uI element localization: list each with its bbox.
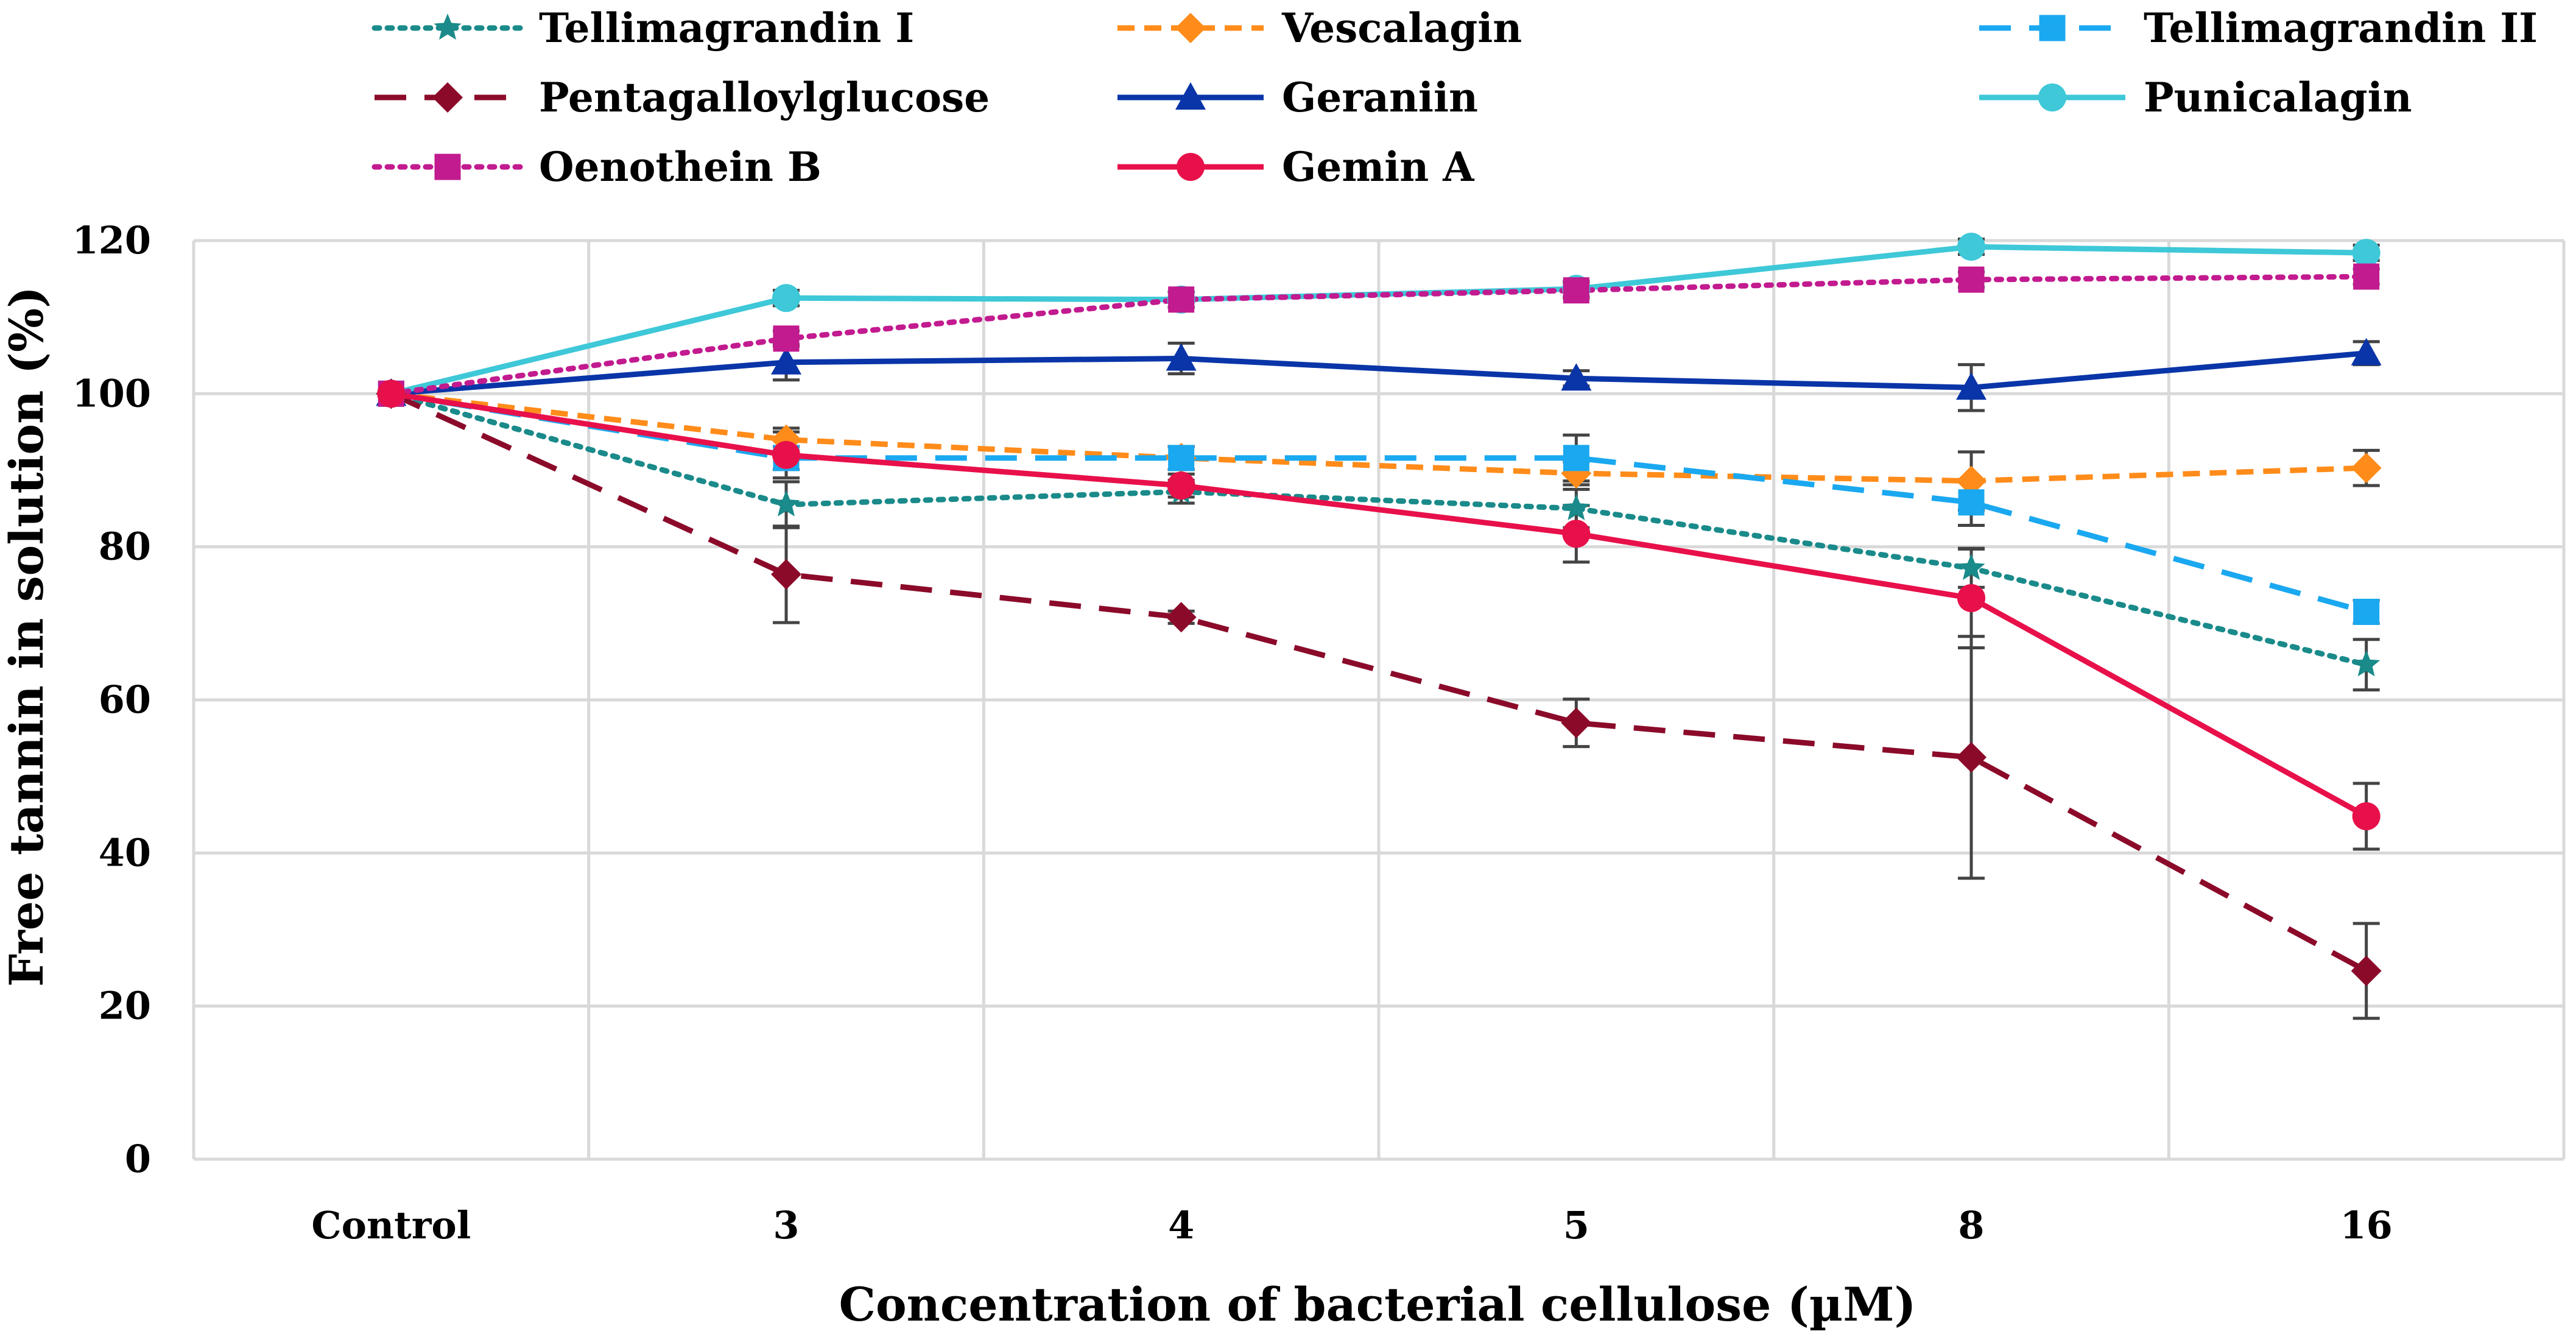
legend-label-pentagalloylglucose: Pentagalloylglucose (539, 74, 990, 121)
data-point-punicalagin (772, 284, 800, 312)
y-tick-label: 120 (72, 218, 151, 263)
data-point-pentagalloylglucose (771, 559, 801, 590)
axes: 0 20 40 60 80 100 120 Control 3 4 5 8 16 (72, 218, 2393, 1248)
data-point-gemin-a (772, 440, 800, 469)
data-point-tellimagrandin-ii (2353, 598, 2380, 625)
data-point-oenothein-b (1563, 277, 1589, 304)
y-tick-label: 60 (99, 677, 151, 722)
series-line-geraniin (390, 350, 2367, 397)
data-point-geraniin (1561, 363, 1592, 391)
series-line-tellimagrandin-i (388, 390, 2370, 668)
x-tick-label: Control (311, 1203, 471, 1248)
legend-marker-tellimagrandin-i (434, 13, 462, 40)
series-line-oenothein-b (388, 274, 2370, 397)
series-line-punicalagin (390, 244, 2367, 397)
data-point-tellimagrandin-i (1957, 554, 1985, 581)
error-bars (773, 237, 2380, 1020)
data-point-gemin-a (377, 379, 406, 408)
data-point-vescalagin (1956, 465, 1987, 496)
x-axis-title: Concentration of bacterial cellulose (µM… (839, 1277, 1916, 1332)
legend-label-oenothein-b: Oenothein B (539, 143, 822, 191)
legend-label-tellimagrandin-i: Tellimagrandin I (539, 4, 914, 52)
data-point-tellimagrandin-ii (1563, 445, 1589, 471)
x-tick-label: 16 (2340, 1203, 2393, 1248)
data-point-oenothein-b (1958, 266, 1985, 293)
data-point-pentagalloylglucose (2351, 955, 2382, 986)
legend-marker-tellimagrandin-ii (2039, 15, 2066, 41)
legend-label-punicalagin: Punicalagin (2144, 74, 2412, 121)
legend-marker-pentagalloylglucose (432, 82, 463, 113)
data-point-pentagalloylglucose (1561, 707, 1592, 738)
legend-marker-oenothein-b (434, 154, 461, 180)
data-point-punicalagin (2352, 239, 2381, 267)
data-point-oenothein-b (773, 325, 800, 352)
legend-marker-punicalagin (2038, 83, 2066, 111)
data-point-oenothein-b (1168, 286, 1195, 313)
legend-label-gemin-a: Gemin A (1282, 143, 1474, 191)
data-point-gemin-a (1562, 520, 1591, 548)
legend-marker-vescalagin (1175, 13, 1206, 43)
data-point-pentagalloylglucose (1956, 742, 1987, 773)
data-point-tellimagrandin-i (2353, 650, 2381, 677)
x-tick-label: 8 (1958, 1203, 1984, 1248)
data-point-tellimagrandin-i (1562, 494, 1590, 520)
data-point-punicalagin (1957, 233, 1985, 261)
legend: Tellimagrandin I Vescalagin Tellimagrandin… (371, 4, 2538, 191)
legend-label-vescalagin: Vescalagin (1281, 4, 1522, 52)
data-point-oenothein-b (2353, 263, 2380, 290)
data-point-vescalagin (2351, 453, 2382, 484)
series-markers (376, 233, 2382, 986)
data-point-tellimagrandin-ii (1958, 489, 1985, 516)
data-point-pentagalloylglucose (1166, 602, 1197, 633)
data-point-gemin-a (1957, 584, 1985, 612)
y-tick-label: 80 (99, 524, 151, 569)
legend-marker-geraniin (1175, 82, 1206, 110)
legend-label-tellimagrandin-ii: Tellimagrandin II (2144, 4, 2538, 52)
series-lines (388, 244, 2370, 973)
y-tick-label: 100 (72, 371, 151, 415)
legend-label-geraniin: Geraniin (1282, 74, 1478, 121)
y-tick-label: 40 (99, 830, 151, 875)
series-line-tellimagrandin-ii (390, 390, 2367, 615)
data-point-geraniin (771, 347, 801, 375)
data-point-gemin-a (1167, 471, 1195, 500)
y-tick-label: 20 (99, 984, 151, 1028)
data-point-tellimagrandin-ii (1168, 445, 1195, 471)
data-point-geraniin (1956, 372, 1987, 400)
x-tick-label: 4 (1168, 1203, 1194, 1248)
grid-lines (192, 239, 2566, 1161)
data-point-tellimagrandin-i (772, 490, 800, 517)
data-point-gemin-a (2352, 802, 2381, 831)
series-line-gemin-a (390, 390, 2368, 819)
y-axis-title: Free tannin in solution (%) (0, 286, 54, 987)
data-point-geraniin (2351, 337, 2382, 365)
data-point-geraniin (1166, 343, 1197, 371)
series-line-pentagalloylglucose (390, 391, 2368, 973)
legend-marker-gemin-a (1177, 153, 1205, 181)
series-line-vescalagin (390, 390, 2367, 484)
x-tick-label: 5 (1563, 1203, 1589, 1248)
x-tick-label: 3 (773, 1203, 799, 1248)
y-tick-label: 0 (125, 1137, 151, 1181)
